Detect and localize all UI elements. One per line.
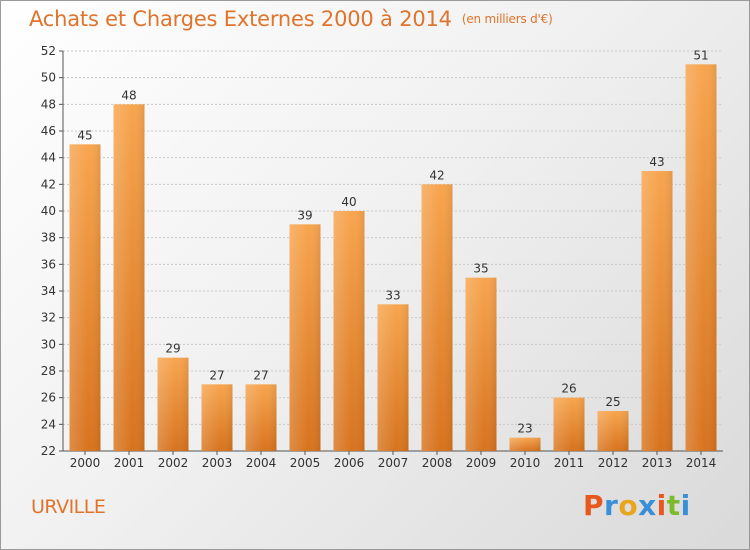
data-label: 39 bbox=[297, 208, 312, 222]
x-tick-label: 2002 bbox=[158, 456, 189, 470]
logo-letter: r bbox=[604, 489, 619, 522]
data-labels: 45 48 29 27 27 39 40 33 42 35 23 26 25 43 51 bbox=[77, 48, 708, 435]
proxiti-logo: Proxiti bbox=[583, 489, 691, 522]
bar-shade bbox=[201, 384, 233, 451]
y-tick-label: 38 bbox=[41, 231, 56, 245]
logo-letter: i bbox=[656, 489, 667, 522]
y-tick-label: 42 bbox=[41, 177, 56, 191]
y-tick-label: 52 bbox=[41, 44, 56, 58]
x-tick-label: 2006 bbox=[334, 456, 365, 470]
data-label: 23 bbox=[517, 422, 532, 436]
data-label: 27 bbox=[253, 368, 268, 382]
bar-shade bbox=[641, 171, 673, 451]
bar-shade bbox=[377, 304, 409, 451]
x-tick-label: 2001 bbox=[114, 456, 145, 470]
x-tick-label: 2013 bbox=[642, 456, 673, 470]
logo-letter: P bbox=[583, 489, 605, 522]
data-label: 33 bbox=[385, 288, 400, 302]
x-tick-label: 2004 bbox=[246, 456, 277, 470]
bar-shade bbox=[69, 144, 101, 452]
y-axis: 22 24 26 28 30 32 34 36 38 40 42 44 46 48 50 52 bbox=[41, 44, 723, 458]
bar-shade bbox=[113, 104, 145, 451]
logo-letter: i bbox=[680, 489, 691, 522]
data-label: 29 bbox=[165, 342, 180, 356]
y-tick-label: 48 bbox=[41, 97, 56, 111]
y-tick-label: 32 bbox=[41, 311, 56, 325]
bar-shade bbox=[685, 64, 717, 452]
data-label: 35 bbox=[473, 262, 488, 276]
y-tick-label: 46 bbox=[41, 124, 56, 138]
logo-letter: o bbox=[618, 489, 639, 522]
x-axis: 2000 2001 2002 2003 2004 2005 2006 2007 2008 2009… bbox=[70, 451, 717, 470]
logo-letter: t bbox=[666, 489, 681, 522]
chart-title: Achats et Charges Externes 2000 à 2014 (e… bbox=[29, 7, 553, 31]
bar-shade bbox=[465, 277, 497, 451]
data-label: 25 bbox=[605, 395, 620, 409]
chart-title-text: Achats et Charges Externes 2000 à 2014 bbox=[29, 7, 452, 31]
bar-shade bbox=[553, 397, 585, 451]
data-label: 45 bbox=[77, 128, 92, 142]
bar-shade bbox=[333, 211, 365, 451]
data-label: 51 bbox=[693, 48, 708, 62]
data-label: 40 bbox=[341, 195, 356, 209]
x-tick-label: 2003 bbox=[202, 456, 233, 470]
chart-title-unit: (en milliers d'€) bbox=[461, 12, 553, 26]
x-tick-label: 2014 bbox=[686, 456, 717, 470]
x-tick-label: 2012 bbox=[598, 456, 629, 470]
x-tick-label: 2000 bbox=[70, 456, 101, 470]
bar-shade bbox=[157, 357, 189, 451]
x-tick-label: 2008 bbox=[422, 456, 453, 470]
data-label: 42 bbox=[429, 168, 444, 182]
bars bbox=[69, 64, 717, 452]
y-tick-label: 44 bbox=[41, 151, 56, 165]
y-tick-label: 36 bbox=[41, 257, 56, 271]
data-label: 48 bbox=[121, 88, 136, 102]
y-tick-label: 22 bbox=[41, 444, 56, 458]
x-tick-label: 2009 bbox=[466, 456, 497, 470]
y-tick-label: 24 bbox=[41, 417, 56, 431]
x-tick-label: 2007 bbox=[378, 456, 409, 470]
bar-shade bbox=[289, 224, 321, 451]
y-tick-label: 30 bbox=[41, 337, 56, 351]
bar-shade bbox=[597, 411, 629, 451]
bar-shade bbox=[245, 384, 277, 451]
y-tick-label: 50 bbox=[41, 71, 56, 85]
logo-letter: x bbox=[638, 489, 657, 522]
bar-shade bbox=[509, 437, 541, 451]
data-label: 26 bbox=[561, 382, 576, 396]
y-tick-label: 26 bbox=[41, 391, 56, 405]
x-tick-label: 2010 bbox=[510, 456, 541, 470]
x-tick-label: 2011 bbox=[554, 456, 585, 470]
data-label: 27 bbox=[209, 368, 224, 382]
y-tick-label: 40 bbox=[41, 204, 56, 218]
y-tick-label: 28 bbox=[41, 364, 56, 378]
x-tick-label: 2005 bbox=[290, 456, 321, 470]
bar-shade bbox=[421, 184, 453, 452]
data-label: 43 bbox=[649, 155, 664, 169]
commune-name: URVILLE bbox=[31, 496, 106, 518]
y-tick-label: 34 bbox=[41, 284, 56, 298]
